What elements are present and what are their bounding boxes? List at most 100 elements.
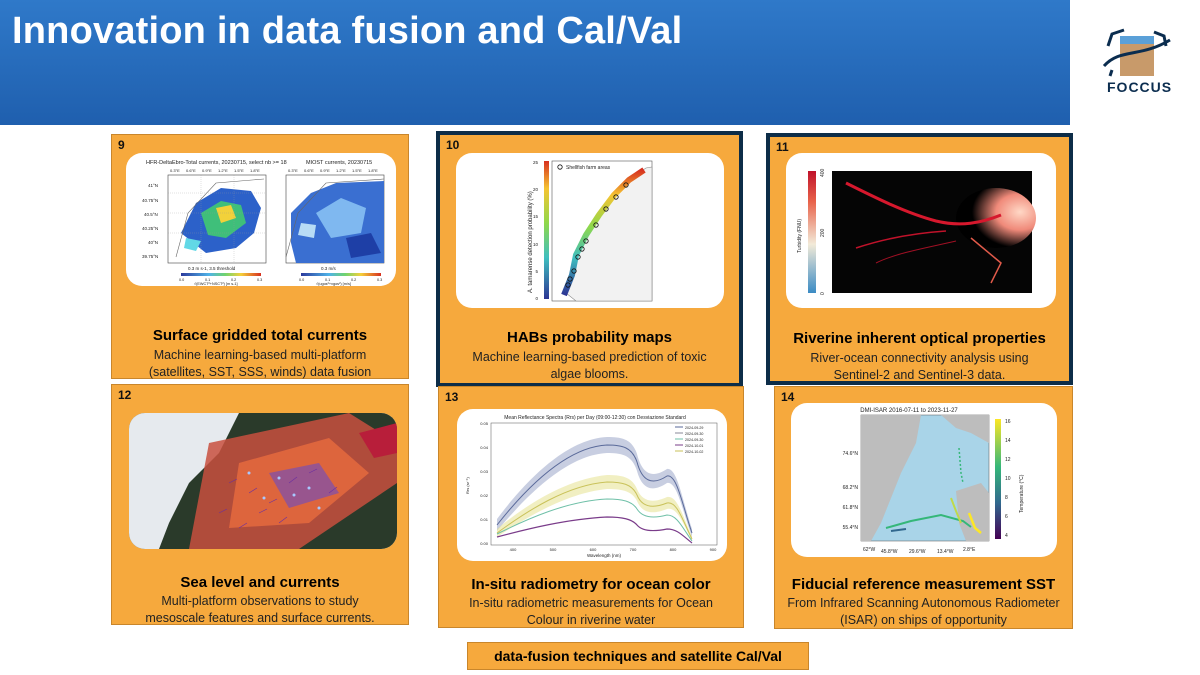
svg-text:2024-09-30: 2024-09-30 (685, 438, 703, 442)
probability-axis-label: A. tamarense detection probability (%) (528, 191, 534, 293)
card-title: In-situ radiometry for ocean color (471, 576, 711, 593)
card-desc-line2: (satellites, SST, SSS, winds) data fusio… (148, 365, 372, 379)
card-title: Fiducial reference measurement SST (791, 576, 1056, 593)
card-desc-line1: In-situ radiometric measurements for Oce… (469, 596, 713, 610)
svg-text:62°W: 62°W (863, 547, 876, 553)
svg-text:0.02: 0.02 (480, 493, 489, 498)
colorbar-label: Temperature (°C) (1019, 474, 1025, 513)
currents-map-figure: HFR-DeltaEbro-Total currents, 20230715, … (142, 160, 385, 286)
svg-text:12: 12 (1005, 457, 1011, 463)
reflectance-spectra-chart: Mean Reflectance Spectra (Rrs) per Day (… (465, 415, 718, 558)
card-title: Surface gridded total currents (152, 327, 368, 344)
right-map-title: MIOST currents, 20230715 (306, 160, 372, 166)
svg-text:15: 15 (533, 214, 539, 219)
svg-text:0.00: 0.00 (480, 541, 489, 546)
svg-text:0: 0 (535, 296, 538, 301)
svg-text:0.2: 0.2 (231, 278, 236, 282)
svg-text:8: 8 (1005, 495, 1008, 501)
card-title: Sea level and currents (180, 574, 340, 591)
svg-text:29.6°W: 29.6°W (909, 549, 926, 555)
right-map-panel (285, 174, 385, 264)
colorbar-ticks: 400 200 0 (820, 168, 826, 295)
card-desc-line1: Machine learning-based prediction of tox… (472, 350, 707, 364)
svg-text:0.04: 0.04 (480, 445, 489, 450)
svg-text:61.8°N: 61.8°N (843, 505, 859, 511)
svg-text:200: 200 (820, 228, 826, 237)
figure-frame: 400 200 0 Turbidity (FNU) (786, 153, 1056, 308)
left-map-title: HFR-DeltaEbro-Total currents, 20230715, … (146, 160, 287, 166)
right-map-legend: 0.3 m/s (321, 266, 337, 271)
svg-text:500: 500 (550, 547, 557, 552)
svg-text:10: 10 (1005, 476, 1011, 482)
card-desc-line1: Machine learning-based multi-platform (153, 348, 367, 362)
card-riverine-optics[interactable]: 11 400 200 0 Turbidity (FNU) (766, 133, 1073, 385)
left-colorbar (181, 273, 261, 276)
svg-text:55.4°N: 55.4°N (843, 525, 859, 531)
y-axis-label: Rrs (sr⁻¹) (465, 477, 470, 494)
ship-track (885, 513, 972, 529)
card-surface-currents[interactable]: 9 HFR-DeltaEbro-Total currents, 20230715… (111, 134, 409, 379)
card-desc-line2: algae blooms. (550, 367, 629, 381)
svg-text:41°N: 41°N (148, 183, 158, 188)
chart-legend: 2024-09-29 2024-09-30 2024-09-30 2024-10… (675, 426, 703, 454)
svg-text:400: 400 (820, 168, 826, 177)
svg-text:0.05: 0.05 (480, 421, 489, 426)
card-title: HABs probability maps (506, 329, 673, 346)
card-insitu-radiometry[interactable]: 13 Mean Reflectance Spectra (Rrs) per Da… (438, 386, 744, 628)
svg-text:400: 400 (510, 547, 517, 552)
svg-text:13.4°W: 13.4°W (937, 549, 954, 555)
card-desc-line2: (ISAR) on ships of opportunity (840, 613, 1007, 627)
svg-text:1.8°E: 1.8°E (368, 168, 378, 173)
logo-text: FOCCUS (1107, 79, 1173, 95)
svg-text:0.9°E: 0.9°E (320, 168, 330, 173)
figure-frame: Mean Reflectance Spectra (Rrs) per Day (… (457, 409, 727, 561)
card-number: 12 (118, 388, 132, 402)
svg-text:0.0: 0.0 (299, 278, 304, 282)
card-number: 9 (118, 138, 125, 152)
figure-frame (129, 413, 397, 549)
foccus-logo-icon (1102, 28, 1171, 77)
svg-text:6: 6 (1005, 514, 1008, 520)
svg-text:1.2°E: 1.2°E (336, 168, 346, 173)
svg-text:600: 600 (590, 547, 597, 552)
card-fiducial-sst[interactable]: 14 DMI-ISAR 2016-07-11 to 2023-11-27 74.… (774, 386, 1073, 629)
figure-frame: 25 20 15 10 5 0 A. tamarense detection p… (456, 153, 724, 308)
map-title: DMI-ISAR 2016-07-11 to 2023-11-27 (860, 408, 958, 414)
card-desc-line2: Sentinel-2 and Sentinel-3 data. (833, 368, 1006, 382)
svg-text:40.75°N: 40.75°N (142, 198, 158, 203)
colorbar-label: Turbidity (FNU) (797, 219, 803, 253)
figure-frame: HFR-DeltaEbro-Total currents, 20230715, … (126, 153, 396, 286)
chart-title: Mean Reflectance Spectra (Rrs) per Day (… (504, 415, 686, 421)
card-sea-level[interactable]: 12 Sea level and currents Multi-platform… (111, 384, 409, 625)
card-desc-line1: Multi-platform observations to study (161, 594, 359, 608)
svg-text:2024-10-01: 2024-10-01 (685, 444, 703, 448)
left-map-panel (167, 174, 267, 264)
svg-text:68.2°N: 68.2°N (843, 485, 859, 491)
svg-text:0.1: 0.1 (325, 278, 330, 282)
svg-text:45.8°W: 45.8°W (881, 549, 898, 555)
svg-text:0.1: 0.1 (205, 278, 210, 282)
svg-text:1.5°E: 1.5°E (234, 168, 244, 173)
x-axis-label: Wavelength (nm) (587, 553, 622, 558)
svg-text:900: 900 (710, 547, 717, 552)
svg-text:40.5°N: 40.5°N (144, 212, 158, 217)
y-ticks: 0.05 0.04 0.03 0.02 0.01 0.00 (480, 421, 489, 546)
svg-text:0.3: 0.3 (257, 278, 262, 282)
svg-text:800: 800 (670, 547, 677, 552)
footer-label: data-fusion techniques and satellite Cal… (467, 642, 809, 670)
turbidity-map-figure: 400 200 0 Turbidity (FNU) (797, 168, 1036, 295)
card-desc-line1: River-ocean connectivity analysis using (810, 351, 1029, 365)
svg-text:4: 4 (1005, 533, 1008, 539)
svg-text:20: 20 (533, 187, 539, 192)
card-number: 13 (445, 390, 459, 404)
card-desc-line2: Colour in riverine water (526, 613, 656, 627)
svg-text:39.75°N: 39.75°N (142, 254, 158, 259)
habs-probability-figure: 25 20 15 10 5 0 A. tamarense detection p… (528, 160, 653, 302)
card-habs-maps[interactable]: 10 25 20 15 10 5 0 A. tamarense detectio… (436, 131, 743, 387)
svg-text:25: 25 (533, 160, 539, 165)
left-colorbar-label: √(EWCT²+NSCT²) [m s-1] (194, 282, 238, 286)
svg-text:0.6°E: 0.6°E (186, 168, 196, 173)
figure-frame: DMI-ISAR 2016-07-11 to 2023-11-27 74.6°N… (791, 403, 1057, 557)
lat-ticks: 41°N 40.75°N 40.5°N 40.25°N 40°N 39.75°N (142, 183, 158, 259)
card-number: 11 (776, 140, 789, 154)
